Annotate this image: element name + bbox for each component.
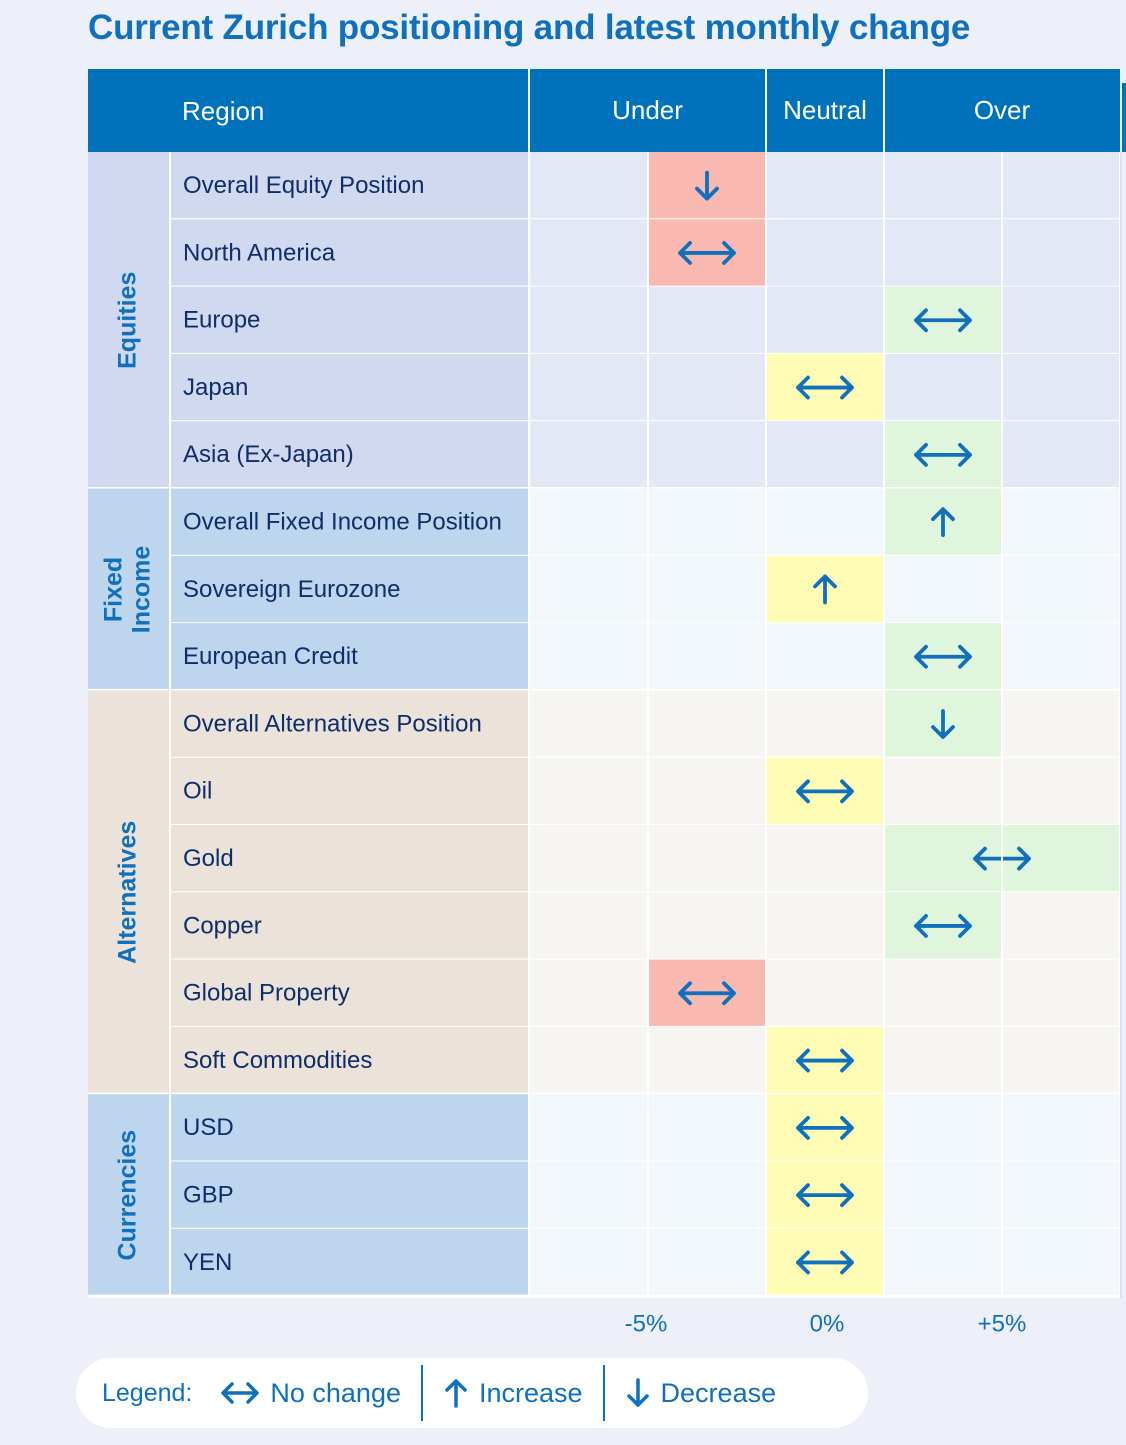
legend-label-decrease: Decrease (660, 1377, 777, 1408)
double-arrow-icon (914, 914, 972, 938)
double-arrow-icon (678, 241, 736, 265)
double-arrow-icon (796, 375, 854, 400)
region-label-cell (170, 488, 529, 556)
table-header (88, 69, 1120, 152)
legend-divider (420, 1365, 423, 1421)
region-label-cell (170, 892, 529, 960)
group-label-fixed-income: Income (128, 546, 156, 634)
legend-item-increase: Increase (443, 1358, 583, 1428)
legend-item-decrease: Decrease (625, 1358, 777, 1428)
group-label-cell (88, 690, 170, 1095)
tick-label: -5% (625, 1310, 668, 1337)
arrow-up-icon (931, 507, 955, 538)
region-label-cell (170, 152, 529, 220)
double-arrow-icon (796, 779, 854, 804)
region-label: Soft Commodities (183, 1047, 372, 1074)
region-label: Sovereign Eurozone (183, 576, 400, 603)
group-label-cell (88, 488, 170, 691)
region-label: European Credit (183, 643, 358, 670)
group-label-fixed-income: Fixed (100, 557, 128, 622)
region-label: North America (183, 239, 336, 266)
region-label: Global Property (183, 980, 350, 1007)
legend: Legend: No change Increase Decrease (76, 1358, 868, 1428)
region-label-cell (170, 286, 529, 354)
header-neutral: Neutral (783, 95, 867, 125)
region-label: USD (183, 1114, 234, 1141)
region-label-cell (170, 353, 529, 422)
region-label: Overall Fixed Income Position (183, 508, 502, 535)
region-label-cell (170, 421, 529, 489)
double-arrow-icon (914, 644, 972, 669)
region-label-cell (170, 1094, 529, 1162)
grid-row-bg (529, 690, 1120, 758)
region-label: Europe (183, 307, 260, 334)
legend-label-no-change: No change (270, 1377, 401, 1408)
region-label: Overall Equity Position (183, 172, 424, 199)
group-label-cell (88, 1094, 170, 1297)
group-label-equities: Equities (114, 272, 142, 369)
grid-row-bg (529, 421, 1120, 489)
arrow-down-icon (626, 1378, 649, 1407)
region-label-cell (170, 219, 529, 287)
grid-row-bg (529, 286, 1120, 354)
region-label-cell (170, 757, 529, 825)
double-arrow-icon (914, 308, 972, 333)
header-under: Under (612, 95, 683, 125)
header-region: Region (182, 96, 264, 126)
region-label-cell (170, 1161, 529, 1229)
grid-row-bg (529, 623, 1120, 691)
arrow-down-icon (931, 709, 955, 739)
tick-label: 0% (810, 1310, 845, 1337)
double-arrow-icon (796, 1048, 854, 1073)
grid-row-bg (529, 892, 1120, 960)
region-label-cell (170, 959, 529, 1027)
double-arrow-icon (914, 442, 972, 467)
double-arrow-icon (796, 1183, 854, 1208)
region-label: YEN (183, 1249, 232, 1276)
region-label: Copper (183, 912, 262, 939)
double-arrow-icon (796, 1250, 854, 1275)
group-label-currencies: Currencies (114, 1130, 142, 1261)
grid-row-bg (529, 959, 1120, 1027)
arrow-up-icon (445, 1379, 467, 1408)
header-over: Over (974, 95, 1031, 125)
region-label: GBP (183, 1181, 234, 1208)
double-arrow-icon (221, 1382, 260, 1404)
legend-divider (602, 1365, 605, 1421)
region-label-cell (170, 623, 529, 691)
grid-row-bg (529, 152, 1120, 220)
region-label-cell (170, 690, 529, 758)
double-arrow-icon (678, 981, 736, 1006)
grid-row-bg (529, 219, 1120, 287)
group-label-cell (88, 152, 170, 489)
arrow-up-icon (813, 574, 837, 605)
double-arrow-icon (796, 1115, 854, 1140)
region-label: Gold (183, 845, 234, 872)
legend-item-no-change: No change (220, 1358, 401, 1428)
tick-label: +5% (978, 1310, 1027, 1337)
region-label-cell (170, 555, 529, 624)
legend-title: Legend: (102, 1378, 193, 1407)
region-label-cell (170, 825, 529, 893)
table-header-edge (1122, 83, 1126, 152)
region-label: Oil (183, 778, 212, 805)
region-label-cell (170, 1026, 529, 1095)
page-title: Current Zurich positioning and latest mo… (88, 8, 971, 47)
region-label-cell (170, 1228, 529, 1297)
grid-row-bg (529, 488, 1120, 556)
group-label-alternatives: Alternatives (114, 821, 142, 964)
region-label: Overall Alternatives Position (183, 710, 482, 737)
region-label: Japan (183, 374, 248, 401)
region-label: Asia (Ex-Japan) (183, 441, 354, 468)
arrow-down-icon (695, 170, 719, 201)
legend-label-increase: Increase (478, 1377, 583, 1408)
